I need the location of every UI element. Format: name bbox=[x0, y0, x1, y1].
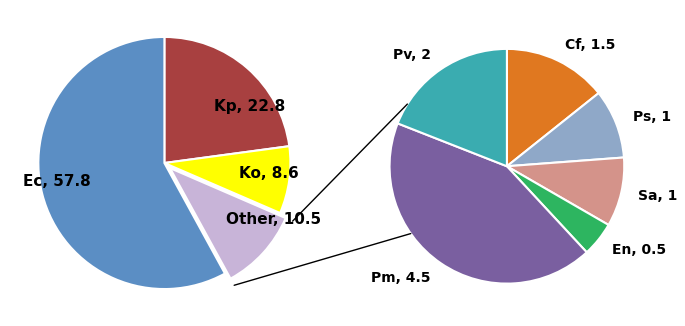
Wedge shape bbox=[507, 49, 599, 166]
Text: En, 0.5: En, 0.5 bbox=[612, 244, 667, 258]
Text: Pm, 4.5: Pm, 4.5 bbox=[371, 271, 431, 285]
Text: Ko, 8.6: Ko, 8.6 bbox=[239, 166, 299, 181]
Text: Ec, 57.8: Ec, 57.8 bbox=[23, 174, 91, 189]
Wedge shape bbox=[164, 37, 289, 163]
Wedge shape bbox=[507, 166, 608, 252]
Wedge shape bbox=[507, 93, 624, 166]
Wedge shape bbox=[38, 37, 225, 289]
Text: Pv, 2: Pv, 2 bbox=[393, 48, 431, 62]
Text: Other, 10.5: Other, 10.5 bbox=[226, 212, 321, 227]
Text: Ps, 1: Ps, 1 bbox=[632, 110, 671, 124]
Wedge shape bbox=[164, 146, 290, 213]
Wedge shape bbox=[170, 168, 286, 279]
Wedge shape bbox=[390, 123, 587, 284]
Wedge shape bbox=[507, 157, 624, 225]
Wedge shape bbox=[398, 49, 507, 166]
Text: Kp, 22.8: Kp, 22.8 bbox=[214, 98, 286, 113]
Text: Cf, 1.5: Cf, 1.5 bbox=[565, 38, 616, 52]
Text: Sa, 1: Sa, 1 bbox=[638, 189, 678, 203]
